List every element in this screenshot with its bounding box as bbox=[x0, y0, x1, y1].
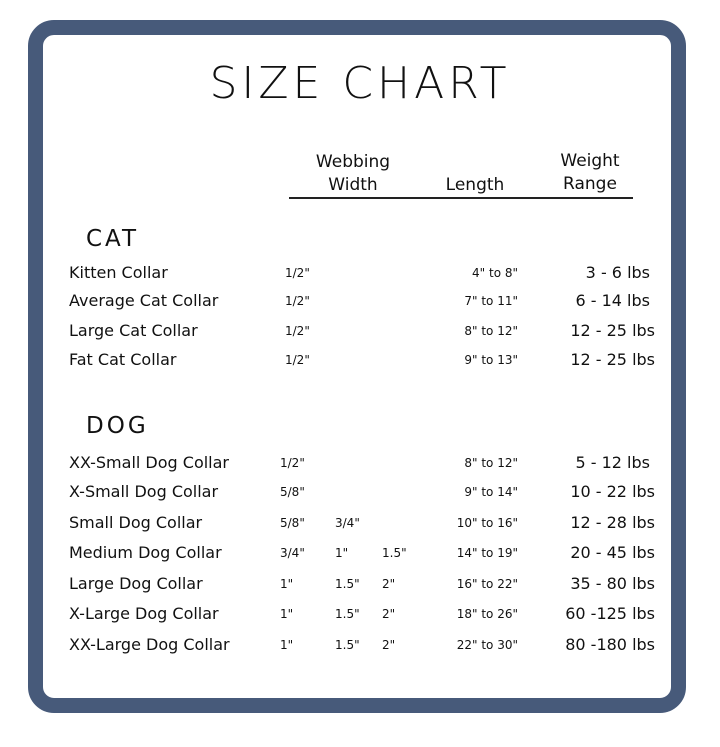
length-range: 9" to 13" bbox=[464, 353, 518, 367]
header-webbing-line2: Width bbox=[328, 175, 378, 195]
collar-name: XX-Large Dog Collar bbox=[69, 635, 230, 654]
length-range: 8" to 12" bbox=[464, 456, 518, 470]
webbing-width: 2" bbox=[382, 577, 396, 591]
webbing-width: 1/2" bbox=[285, 353, 310, 367]
weight-range: 12 - 25 lbs bbox=[570, 321, 655, 340]
collar-name: Kitten Collar bbox=[69, 263, 168, 282]
webbing-width: 2" bbox=[382, 607, 396, 621]
weight-range: 12 - 28 lbs bbox=[570, 513, 655, 532]
webbing-width: 3/4" bbox=[335, 516, 360, 530]
length-range: 16" to 22" bbox=[456, 577, 518, 591]
webbing-width: 1" bbox=[280, 638, 294, 652]
webbing-width: 1/2" bbox=[280, 456, 305, 470]
collar-name: Average Cat Collar bbox=[69, 291, 219, 310]
webbing-width: 3/4" bbox=[280, 546, 305, 560]
weight-range: 35 - 80 lbs bbox=[570, 574, 655, 593]
collar-name: Large Cat Collar bbox=[69, 321, 198, 340]
length-range: 10" to 16" bbox=[456, 516, 518, 530]
header-webbing-line1: Webbing bbox=[315, 152, 391, 172]
webbing-width: 1/2" bbox=[285, 266, 310, 280]
collar-name: Small Dog Collar bbox=[69, 513, 203, 532]
webbing-width: 2" bbox=[382, 638, 396, 652]
collar-name: XX-Small Dog Collar bbox=[69, 453, 230, 472]
webbing-width: 1" bbox=[335, 546, 349, 560]
weight-range: 5 - 12 lbs bbox=[575, 453, 650, 472]
weight-range: 3 - 6 lbs bbox=[585, 263, 650, 282]
webbing-width: 5/8" bbox=[280, 516, 305, 530]
header-weight-range: Weight Range bbox=[540, 150, 640, 196]
collar-name: Large Dog Collar bbox=[69, 574, 203, 593]
length-range: 18" to 26" bbox=[456, 607, 518, 621]
section-label: DOG bbox=[86, 413, 149, 439]
length-range: 9" to 14" bbox=[464, 485, 518, 499]
collar-name: Fat Cat Collar bbox=[69, 350, 177, 369]
header-weight-line2: Range bbox=[563, 174, 617, 194]
webbing-width: 5/8" bbox=[280, 485, 305, 499]
page-title: SIZE CHART bbox=[209, 58, 511, 109]
header-weight-line1: Weight bbox=[560, 151, 620, 171]
webbing-width: 1" bbox=[280, 577, 294, 591]
webbing-width: 1" bbox=[280, 607, 294, 621]
weight-range: 6 - 14 lbs bbox=[575, 291, 650, 310]
weight-range: 80 -180 lbs bbox=[565, 635, 655, 654]
section-label: CAT bbox=[86, 226, 140, 252]
header-length: Length bbox=[445, 175, 505, 195]
collar-name: Medium Dog Collar bbox=[69, 543, 222, 562]
weight-range: 12 - 25 lbs bbox=[570, 350, 655, 369]
length-range: 22" to 30" bbox=[456, 638, 518, 652]
weight-range: 10 - 22 lbs bbox=[570, 482, 655, 501]
webbing-width: 1.5" bbox=[335, 577, 360, 591]
length-range: 4" to 8" bbox=[472, 266, 518, 280]
webbing-width: 1.5" bbox=[335, 607, 360, 621]
webbing-width: 1.5" bbox=[382, 546, 407, 560]
weight-range: 20 - 45 lbs bbox=[570, 543, 655, 562]
length-range: 14" to 19" bbox=[456, 546, 518, 560]
collar-name: X-Large Dog Collar bbox=[69, 604, 219, 623]
webbing-width: 1/2" bbox=[285, 294, 310, 308]
length-range: 7" to 11" bbox=[464, 294, 518, 308]
webbing-width: 1.5" bbox=[335, 638, 360, 652]
webbing-width: 1/2" bbox=[285, 324, 310, 338]
length-range: 8" to 12" bbox=[464, 324, 518, 338]
header-divider bbox=[289, 197, 633, 199]
chart-frame bbox=[28, 20, 686, 713]
collar-name: X-Small Dog Collar bbox=[69, 482, 219, 501]
weight-range: 60 -125 lbs bbox=[565, 604, 655, 623]
header-webbing-width: Webbing Width bbox=[303, 151, 403, 197]
